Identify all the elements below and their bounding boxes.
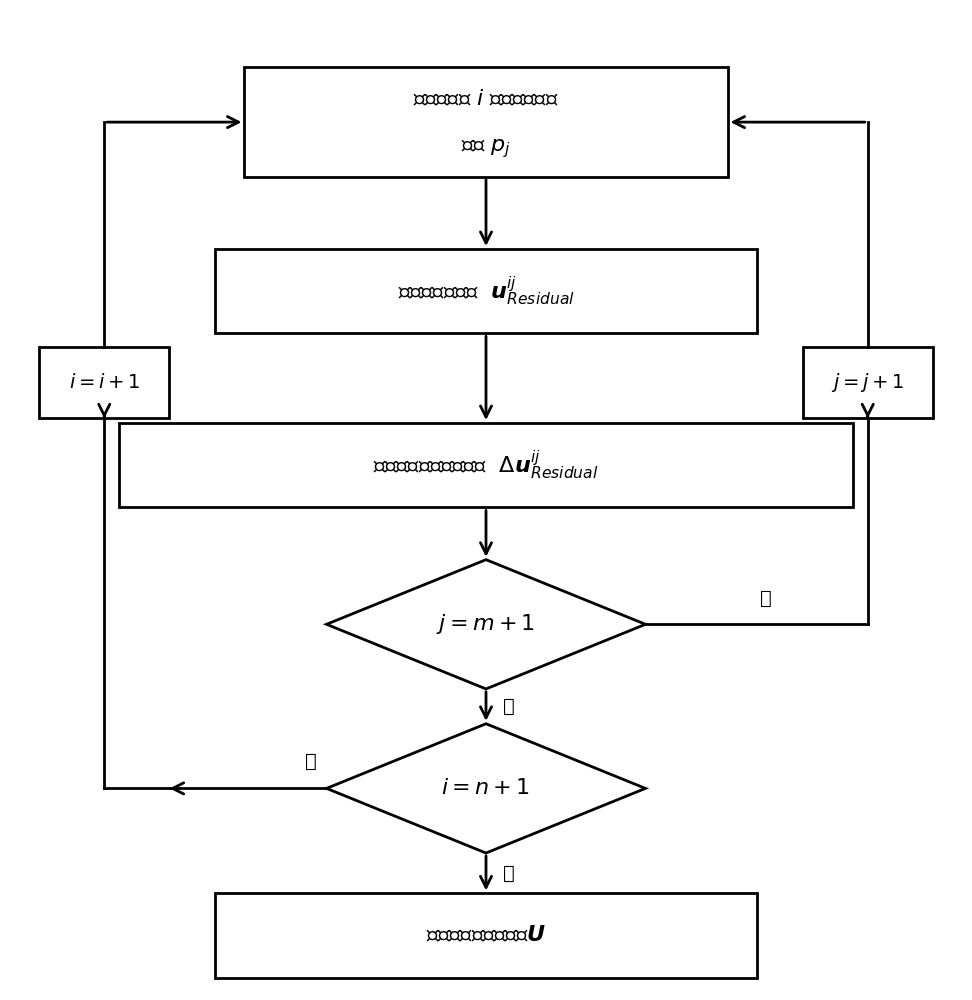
Text: $i = n+1$: $i = n+1$ [441, 778, 531, 798]
Text: 对校正区域 $i$ 施加初始校正: 对校正区域 $i$ 施加初始校正 [413, 89, 559, 109]
Polygon shape [327, 724, 645, 853]
Text: $i = i +1$: $i = i +1$ [69, 373, 140, 392]
Text: 是: 是 [503, 697, 515, 716]
Polygon shape [327, 560, 645, 689]
Text: 否: 否 [305, 751, 317, 770]
Text: 结构件变化梯度矩阵$\boldsymbol{U}$: 结构件变化梯度矩阵$\boldsymbol{U}$ [426, 926, 546, 946]
Text: 载荷 $p_j$: 载荷 $p_j$ [461, 138, 511, 160]
Text: 是: 是 [503, 864, 515, 883]
Bar [216, 249, 756, 333]
Bar [244, 67, 728, 177]
Text: $j = m+1$: $j = m+1$ [436, 612, 536, 636]
Bar [803, 347, 933, 418]
Text: 否: 否 [760, 589, 772, 608]
Bar [216, 893, 756, 978]
Bar [119, 423, 853, 507]
Text: 计算变形量的变化梯度  $\Delta\boldsymbol{u}_{Residual}^{ij}$: 计算变形量的变化梯度 $\Delta\boldsymbol{u}_{Residu… [373, 448, 599, 482]
Text: 获取残余变形量  $\boldsymbol{u}_{Residual}^{ij}$: 获取残余变形量 $\boldsymbol{u}_{Residual}^{ij}$ [398, 274, 574, 308]
Text: $j = j+1$: $j = j+1$ [831, 371, 905, 394]
Bar [39, 347, 169, 418]
